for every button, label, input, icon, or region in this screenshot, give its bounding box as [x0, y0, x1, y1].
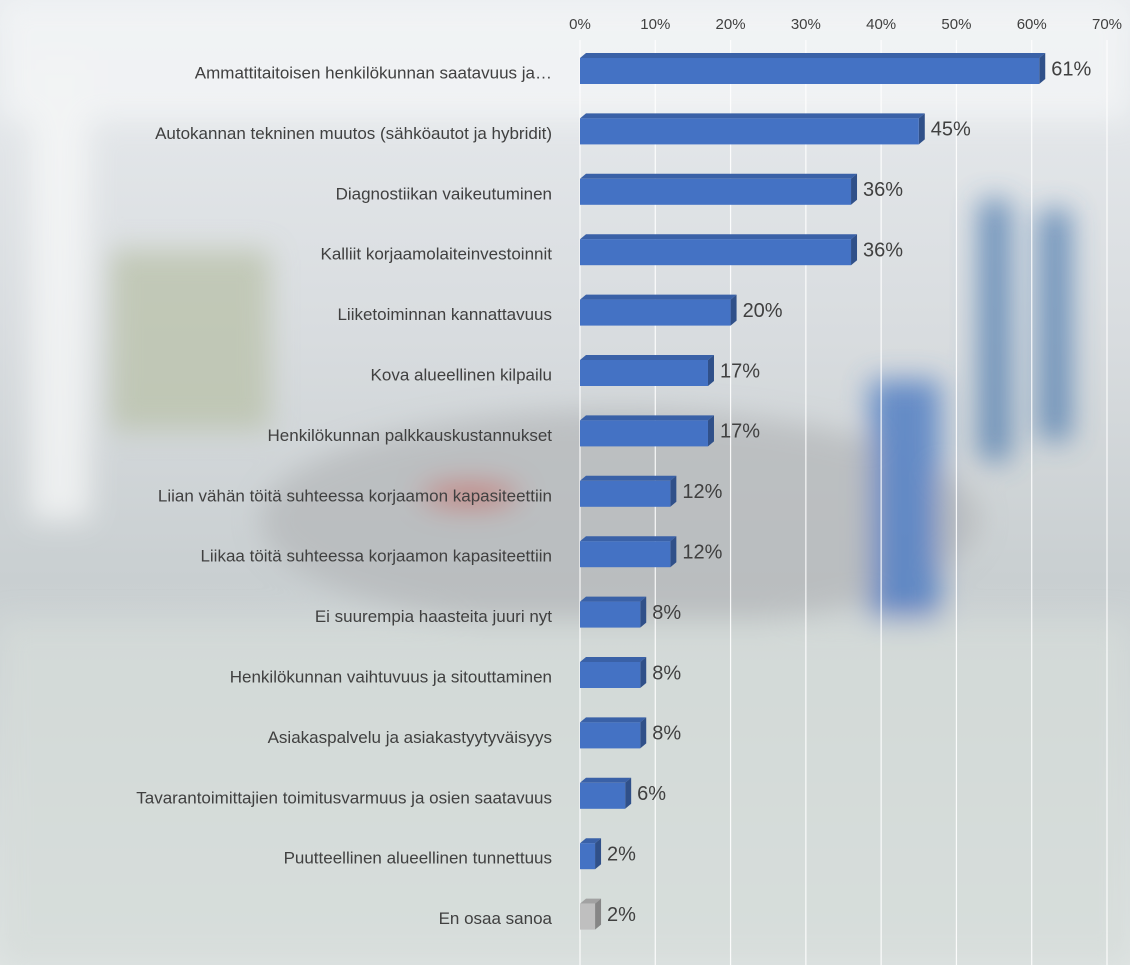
bar-side	[918, 113, 925, 145]
bar-top	[580, 838, 602, 844]
bar	[580, 118, 919, 145]
value-label: 17%	[720, 421, 760, 443]
category-label: Ammattitaitoisen henkilökunnan saatavuus…	[195, 63, 552, 82]
bar-top	[580, 234, 858, 240]
bar-side	[595, 838, 602, 870]
value-label: 2%	[607, 843, 636, 865]
bar-side	[670, 536, 677, 568]
x-tick-label: 30%	[791, 16, 821, 33]
category-label: Liiketoiminnan kannattavuus	[337, 305, 552, 324]
category-label: Asiakaspalvelu ja asiakastyytyväisyys	[268, 728, 552, 747]
bar	[580, 360, 708, 386]
value-label: 36%	[863, 179, 903, 201]
bar-top	[580, 415, 714, 421]
category-label: Kova alueellinen kilpailu	[371, 365, 552, 384]
category-label: En osaa sanoa	[439, 909, 553, 928]
value-label: 20%	[743, 300, 783, 322]
bar-side	[670, 475, 677, 507]
bar-side	[595, 898, 602, 930]
bar-top	[580, 294, 737, 300]
bar-side	[707, 355, 714, 386]
x-tick-label: 10%	[640, 16, 670, 33]
bar-side	[1039, 53, 1046, 84]
bar-top	[580, 717, 647, 723]
bar	[580, 903, 596, 930]
bar-side	[707, 415, 714, 447]
x-tick-label: 0%	[569, 16, 591, 33]
value-label: 45%	[931, 119, 971, 141]
category-label: Henkilökunnan palkkauskustannukset	[268, 426, 553, 445]
labels: 0% 10% 20% 30% 40% 50% 60% 70% Ammattitaitoisen …	[136, 16, 1122, 928]
value-label: 17%	[720, 360, 760, 382]
category-label: Ei suurempia haasteita juuri nyt	[315, 607, 552, 626]
bar-top	[580, 596, 647, 602]
category-label: Autokannan tekninen muutos (sähköautot j…	[155, 124, 552, 143]
category-label: Liikaa töitä suhteessa korjaamon kapasit…	[200, 547, 552, 566]
bar	[580, 299, 731, 326]
x-tick-label: 60%	[1017, 16, 1047, 33]
x-tick-label: 40%	[866, 16, 896, 33]
value-label: 36%	[863, 239, 903, 261]
x-tick-label: 50%	[941, 16, 971, 33]
category-label: Henkilökunnan vaihtuvuus ja sitouttamine…	[230, 667, 552, 686]
category-label: Kalliit korjaamolaiteinvestoinnit	[320, 245, 552, 264]
value-label: 8%	[652, 602, 681, 624]
bar-top	[580, 475, 677, 481]
bar-top	[580, 898, 602, 904]
category-label: Diagnostiikan vaikeutuminen	[336, 184, 552, 203]
bar-top	[580, 113, 925, 119]
value-label: 12%	[682, 541, 722, 563]
bar-side	[640, 596, 647, 628]
x-tick-label: 70%	[1092, 16, 1122, 33]
bar-top	[580, 536, 677, 542]
bar-side	[851, 234, 858, 266]
bar-side	[640, 717, 647, 749]
bar-side	[851, 173, 858, 205]
bar-top	[580, 777, 632, 783]
bar	[580, 420, 708, 447]
bar	[580, 843, 596, 870]
bar-side	[640, 657, 647, 688]
value-label: 2%	[607, 904, 636, 926]
bar	[580, 178, 852, 205]
bar	[580, 782, 626, 809]
bar-top	[580, 173, 858, 179]
value-label: 6%	[637, 783, 666, 805]
category-label: Liian vähän töitä suhteessa korjaamon ka…	[158, 486, 552, 505]
bar-side	[730, 294, 737, 326]
value-label: 8%	[652, 662, 681, 684]
bar	[580, 722, 641, 749]
bar	[580, 662, 641, 688]
bar	[580, 480, 671, 507]
x-tick-label: 20%	[716, 16, 746, 33]
bar-top	[580, 53, 1046, 58]
bar-side	[625, 777, 632, 809]
bar	[580, 239, 852, 266]
category-label: Tavarantoimittajien toimitusvarmuus ja o…	[136, 788, 552, 807]
bar-top	[580, 355, 714, 360]
bars	[580, 53, 1046, 930]
bar-top	[580, 657, 647, 662]
bar	[580, 541, 671, 568]
value-label: 61%	[1051, 58, 1091, 80]
value-label: 12%	[682, 481, 722, 503]
bar	[580, 601, 641, 628]
value-label: 8%	[652, 723, 681, 745]
bar	[580, 58, 1040, 84]
category-label: Puutteellinen alueellinen tunnettuus	[284, 849, 552, 868]
